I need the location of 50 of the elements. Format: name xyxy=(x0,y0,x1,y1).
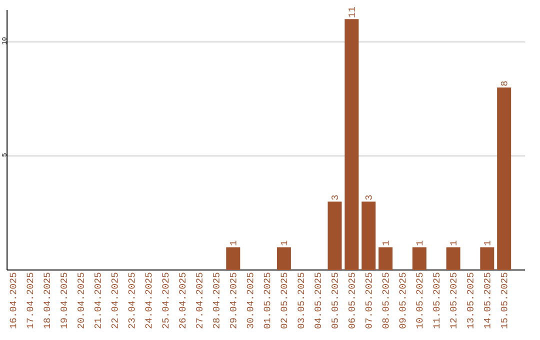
x-tick-label: 10.05.2025 xyxy=(416,272,423,328)
x-tick-label: 16.04.2025 xyxy=(10,272,16,328)
bar xyxy=(378,247,393,270)
data-label: 1 xyxy=(280,240,288,246)
bar xyxy=(497,88,512,270)
bar xyxy=(446,247,460,270)
bar xyxy=(480,247,494,270)
data-label: 8 xyxy=(500,81,508,86)
x-tick-label: 26.04.2025 xyxy=(179,272,186,328)
x-tick-label: 29.04.2025 xyxy=(230,272,236,328)
x-tick-label: 24.04.2025 xyxy=(145,272,152,328)
x-tick-label: 20.04.2025 xyxy=(78,272,84,328)
x-tick-label: 19.04.2025 xyxy=(60,272,68,328)
x-tick-label: 18.04.2025 xyxy=(44,272,50,328)
x-tick-label: 07.05.2025 xyxy=(365,272,372,328)
bar xyxy=(226,247,240,270)
x-tick-label: 22.04.2025 xyxy=(111,272,118,328)
data-label: 1 xyxy=(450,240,456,246)
x-tick-label: 02.05.2025 xyxy=(280,272,288,328)
bar xyxy=(276,247,291,270)
bar xyxy=(344,19,359,270)
x-tick-label: 01.05.2025 xyxy=(264,272,270,328)
x-tick-label: 08.05.2025 xyxy=(382,272,389,328)
x-tick-label: 30.04.2025 xyxy=(246,272,254,328)
bar xyxy=(362,202,376,270)
x-tick-label: 13.05.2025 xyxy=(467,272,474,328)
data-label: 1 xyxy=(230,240,236,246)
x-tick-label: 25.04.2025 xyxy=(162,272,169,328)
x-tick-label: 11.05.2025 xyxy=(433,272,440,328)
x-tick-label: 12.05.2025 xyxy=(450,272,456,328)
x-tick-label: 23.04.2025 xyxy=(128,272,135,328)
data-label: 1 xyxy=(416,240,423,246)
x-tick-label: 09.05.2025 xyxy=(399,272,406,328)
x-tick-label: 15.05.2025 xyxy=(500,272,508,328)
bar xyxy=(328,202,342,270)
data-label: 3 xyxy=(365,195,372,200)
x-tick-label: 14.05.2025 xyxy=(484,272,490,328)
data-label: 3 xyxy=(332,195,338,200)
x-tick-label: 06.05.2025 xyxy=(348,272,355,328)
x-tick-label: 03.05.2025 xyxy=(298,272,304,328)
x-tick-label: 05.05.2025 xyxy=(332,272,338,328)
data-label: 1 xyxy=(484,240,490,246)
x-tick-label: 28.04.2025 xyxy=(213,272,220,328)
x-tick-label: 21.04.2025 xyxy=(94,272,101,328)
x-tick-label: 27.04.2025 xyxy=(196,272,202,328)
data-label: 1 xyxy=(382,240,389,246)
data-label: 11 xyxy=(348,7,355,18)
x-tick-label: 17.04.2025 xyxy=(26,272,34,328)
bar xyxy=(412,247,426,270)
x-tick-label: 04.05.2025 xyxy=(314,272,322,328)
